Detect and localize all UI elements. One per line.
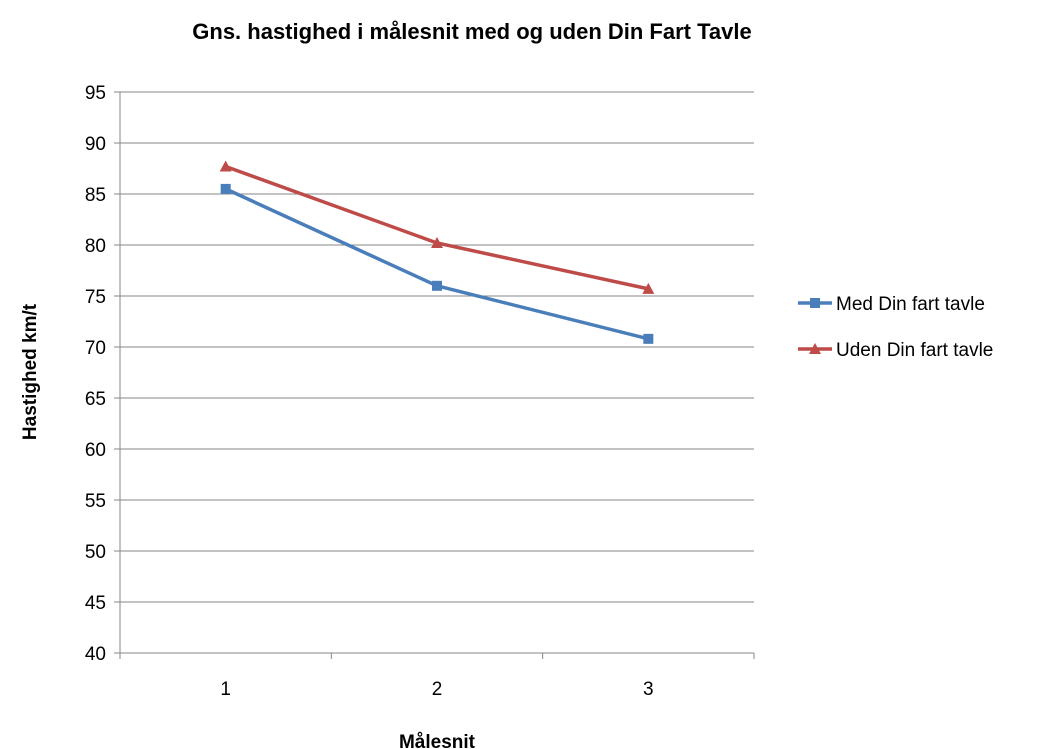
y-tick-label: 70 — [85, 338, 106, 359]
y-tick-labels: 40 45 50 55 60 65 70 75 80 85 90 95 — [85, 83, 106, 665]
data-point — [220, 183, 231, 194]
chart-title: Gns. hastighed i målesnit med og uden Di… — [192, 19, 751, 44]
y-tick-label: 40 — [85, 644, 106, 665]
y-tick-label: 45 — [85, 593, 106, 614]
y-tick-label: 95 — [85, 83, 106, 104]
y-tick-label: 85 — [85, 185, 106, 206]
data-point — [643, 333, 654, 344]
x-tick-labels: 1 2 3 — [220, 679, 653, 700]
y-axis-label: Hastighed km/t — [20, 303, 41, 440]
legend-marker — [809, 343, 821, 354]
legend-label: Med Din fart tavle — [836, 294, 985, 315]
x-tick-label: 2 — [432, 679, 443, 700]
x-tick-label: 1 — [220, 679, 231, 700]
y-tick-label: 90 — [85, 134, 106, 155]
series-line — [223, 164, 651, 291]
y-tick-label: 60 — [85, 440, 106, 461]
y-tick-label: 55 — [85, 491, 106, 512]
series — [219, 160, 655, 344]
series-line — [223, 187, 651, 341]
data-point — [432, 280, 442, 291]
series-1 — [220, 183, 654, 344]
grid-lines — [120, 91, 754, 603]
data-point — [642, 282, 655, 294]
data-point — [431, 236, 443, 248]
legend-label: Uden Din fart tavle — [836, 340, 993, 361]
legend-marker — [810, 298, 820, 308]
data-point — [219, 160, 232, 172]
y-tick-label: 65 — [85, 389, 106, 410]
legend-item: Uden Din fart tavle — [798, 340, 993, 361]
x-tick-label: 3 — [643, 679, 654, 700]
legend: Med Din fart tavle Uden Din fart tavle — [798, 294, 993, 361]
y-tick-label: 80 — [85, 236, 106, 257]
x-axis-label: Målesnit — [399, 732, 476, 749]
y-tick-label: 50 — [85, 542, 106, 563]
axes — [114, 91, 755, 659]
y-tick-label: 75 — [85, 287, 106, 308]
legend-item: Med Din fart tavle — [798, 294, 985, 315]
series-2 — [219, 160, 655, 294]
